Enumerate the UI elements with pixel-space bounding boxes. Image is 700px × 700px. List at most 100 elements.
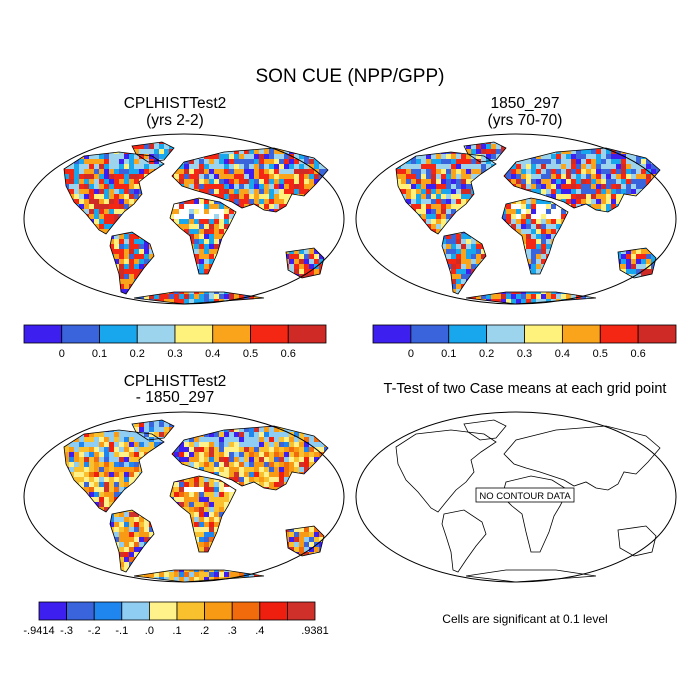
- heatmap-cell: [74, 159, 79, 164]
- heatmap-cell: [224, 144, 229, 149]
- heatmap-cell: [561, 274, 566, 279]
- heatmap-cell: [334, 452, 339, 457]
- heatmap-cell: [319, 289, 324, 294]
- heatmap-cell: [446, 259, 451, 264]
- heatmap-cell: [294, 134, 299, 139]
- heatmap-cell: [631, 269, 636, 274]
- heatmap-cell: [571, 284, 576, 289]
- heatmap-cell: [204, 224, 209, 229]
- heatmap-cell: [481, 144, 486, 149]
- heatmap-cell: [194, 184, 199, 189]
- heatmap-cell: [224, 422, 229, 427]
- heatmap-cell: [591, 179, 596, 184]
- heatmap-cell: [214, 289, 219, 294]
- heatmap-cell: [396, 254, 401, 259]
- coastline-africa: [169, 197, 237, 275]
- heatmap-cell: [24, 169, 29, 174]
- heatmap-cell: [611, 244, 616, 249]
- heatmap-cell: [666, 289, 671, 294]
- heatmap-cell: [234, 432, 239, 437]
- heatmap-cell: [481, 214, 486, 219]
- heatmap-cell: [426, 159, 431, 164]
- heatmap-cell: [129, 142, 134, 144]
- heatmap-cell: [144, 199, 149, 204]
- heatmap-cell: [69, 422, 74, 427]
- heatmap-cell: [521, 299, 526, 304]
- heatmap-cell: [314, 189, 319, 194]
- heatmap-cell: [54, 139, 59, 144]
- heatmap-cell: [319, 447, 324, 452]
- heatmap-cell: [289, 420, 294, 422]
- heatmap-cell: [144, 254, 149, 259]
- heatmap-cell: [406, 234, 411, 239]
- heatmap-cell: [264, 244, 269, 249]
- heatmap-cell: [416, 289, 421, 294]
- heatmap-cell: [294, 244, 299, 249]
- panel3-subtitle: - 1850_297: [135, 389, 215, 406]
- heatmap-cell: [79, 184, 84, 189]
- heatmap-cell: [521, 274, 526, 279]
- heatmap-cell: [361, 274, 366, 279]
- heatmap-cell: [159, 204, 164, 209]
- heatmap-cell: [154, 179, 159, 184]
- heatmap-cell: [329, 199, 334, 204]
- heatmap-cell: [109, 299, 114, 304]
- heatmap-cell: [651, 154, 656, 159]
- heatmap-cell: [144, 149, 149, 154]
- heatmap-cell: [309, 437, 314, 442]
- heatmap-cell: [611, 159, 616, 164]
- heatmap-cell: [129, 254, 134, 259]
- heatmap-cell: [481, 209, 486, 214]
- heatmap-cell: [561, 254, 566, 259]
- heatmap-cell: [144, 154, 149, 159]
- heatmap-cell: [651, 224, 656, 229]
- heatmap-cell: [159, 249, 164, 254]
- heatmap-cell: [621, 179, 626, 184]
- heatmap-cell: [139, 289, 144, 294]
- heatmap-cell: [149, 427, 154, 432]
- heatmap-cell: [94, 447, 99, 452]
- heatmap-cell: [119, 249, 124, 254]
- heatmap-cell: [294, 259, 299, 264]
- heatmap-cell: [269, 254, 274, 259]
- heatmap-cell: [199, 249, 204, 254]
- heatmap-cell: [34, 422, 39, 427]
- heatmap-cell: [69, 219, 74, 224]
- heatmap-cell: [29, 169, 34, 174]
- heatmap-cell: [194, 279, 199, 284]
- heatmap-cell: [396, 284, 401, 289]
- heatmap-cell: [526, 144, 531, 149]
- heatmap-cell: [269, 269, 274, 274]
- heatmap-cell: [244, 179, 249, 184]
- heatmap-cell: [339, 412, 344, 417]
- heatmap-cell: [229, 279, 234, 284]
- heatmap-cell: [581, 269, 586, 274]
- heatmap-cell: [169, 169, 174, 174]
- heatmap-cell: [134, 432, 139, 437]
- heatmap-cell: [666, 299, 671, 304]
- heatmap-cell: [476, 159, 481, 164]
- heatmap-cell: [401, 289, 406, 294]
- heatmap-cell: [334, 279, 339, 284]
- heatmap-cell: [69, 209, 74, 214]
- heatmap-cell: [566, 244, 571, 249]
- heatmap-cell: [481, 189, 486, 194]
- heatmap-cell: [239, 284, 244, 289]
- heatmap-cell: [576, 164, 581, 169]
- heatmap-cell: [521, 164, 526, 169]
- heatmap-cell: [264, 164, 269, 169]
- heatmap-cell: [319, 174, 324, 179]
- heatmap-cell: [526, 249, 531, 254]
- heatmap-cell: [189, 144, 194, 149]
- heatmap-cell: [44, 269, 49, 274]
- heatmap-cell: [401, 164, 406, 169]
- heatmap-cell: [396, 249, 401, 254]
- heatmap-cell: [279, 259, 284, 264]
- heatmap-cell: [39, 239, 44, 244]
- heatmap-cell: [219, 224, 224, 229]
- heatmap-cell: [74, 269, 79, 274]
- heatmap-cell: [284, 244, 289, 249]
- heatmap-cell: [636, 209, 641, 214]
- heatmap-cell: [134, 234, 139, 239]
- heatmap-cell: [44, 437, 49, 442]
